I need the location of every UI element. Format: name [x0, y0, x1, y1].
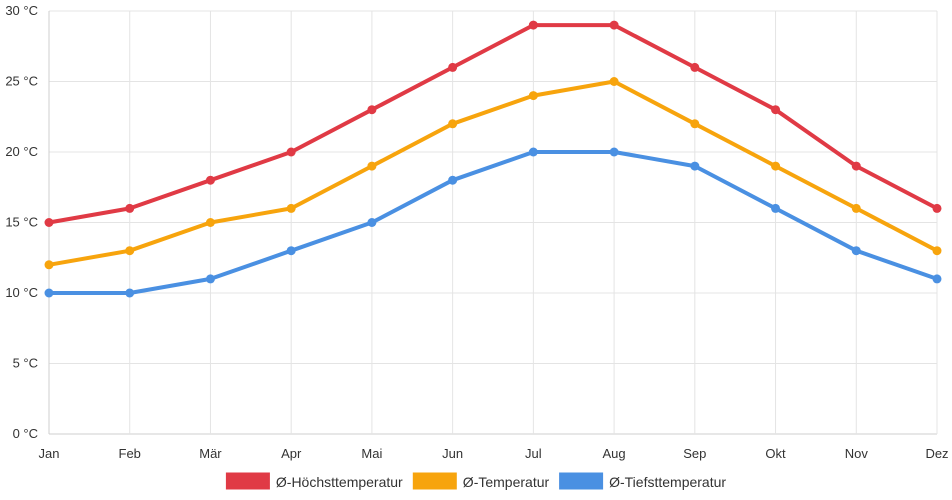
- x-tick-label: Mär: [199, 446, 222, 461]
- data-point[interactable]: [690, 119, 700, 129]
- data-point[interactable]: [205, 274, 215, 284]
- x-tick-label: Jan: [39, 446, 60, 461]
- data-point[interactable]: [367, 105, 377, 115]
- x-tick-label: Jun: [442, 446, 463, 461]
- data-point[interactable]: [286, 203, 296, 213]
- x-tick-label: Aug: [603, 446, 626, 461]
- series-3: [44, 147, 942, 298]
- x-tick-label: Jul: [525, 446, 542, 461]
- data-point[interactable]: [851, 246, 861, 256]
- y-tick-label: 5 °C: [13, 356, 38, 371]
- x-tick-label: Mai: [361, 446, 382, 461]
- y-tick-label: 0 °C: [13, 426, 38, 441]
- data-point[interactable]: [205, 218, 215, 227]
- data-point[interactable]: [448, 175, 458, 185]
- data-point[interactable]: [448, 119, 458, 129]
- y-tick-label: 15 °C: [5, 215, 38, 230]
- legend-item[interactable]: Ø-Temperatur: [412, 472, 550, 491]
- data-point[interactable]: [690, 62, 700, 72]
- y-tick-label: 20 °C: [5, 144, 38, 159]
- legend-label: Ø-Temperatur: [463, 474, 550, 490]
- series-line: [47, 150, 939, 295]
- data-point[interactable]: [448, 62, 458, 72]
- y-tick-label: 10 °C: [5, 285, 38, 300]
- data-point[interactable]: [609, 77, 619, 86]
- data-point[interactable]: [367, 218, 377, 227]
- data-point[interactable]: [125, 288, 135, 298]
- legend-label: Ø-Tiefsttemperatur: [609, 474, 726, 490]
- data-point[interactable]: [932, 246, 942, 256]
- data-point[interactable]: [609, 147, 619, 157]
- series-1: [44, 20, 942, 227]
- x-tick-label: Nov: [845, 446, 869, 461]
- data-point[interactable]: [528, 91, 538, 101]
- grid-layer: [48, 10, 938, 435]
- data-point[interactable]: [851, 203, 861, 213]
- data-point[interactable]: [528, 147, 538, 157]
- legend: Ø-Höchsttemperatur Ø-Temperatur Ø-Tiefstte…: [225, 472, 726, 491]
- data-point[interactable]: [528, 20, 538, 30]
- x-tick-label: Sep: [683, 446, 706, 461]
- series-2: [44, 77, 942, 270]
- data-point[interactable]: [609, 20, 619, 30]
- series-line: [47, 23, 939, 225]
- data-point[interactable]: [286, 246, 296, 256]
- data-point[interactable]: [367, 161, 377, 171]
- data-point[interactable]: [286, 147, 296, 157]
- legend-item[interactable]: Ø-Höchsttemperatur: [225, 472, 403, 491]
- data-point[interactable]: [125, 203, 135, 213]
- legend-swatch: [225, 472, 270, 490]
- data-point[interactable]: [125, 246, 135, 256]
- data-point[interactable]: [44, 288, 54, 298]
- axis-layer: 0 °C 5 °C 10 °C 15 °C 20 °C 25 °C 30 °C Jan Feb M…: [5, 3, 948, 461]
- series-line: [47, 79, 939, 267]
- x-tick-label: Feb: [119, 446, 141, 461]
- data-point[interactable]: [690, 161, 700, 171]
- legend-swatch: [559, 472, 604, 490]
- x-tick-label: Dez: [925, 446, 948, 461]
- legend-swatch: [412, 472, 457, 490]
- legend-item[interactable]: Ø-Tiefsttemperatur: [559, 472, 726, 491]
- data-point[interactable]: [771, 203, 781, 213]
- data-point[interactable]: [44, 218, 54, 227]
- x-tick-label: Okt: [765, 446, 786, 461]
- data-point[interactable]: [932, 203, 942, 213]
- data-point[interactable]: [771, 105, 781, 115]
- y-tick-label: 25 °C: [5, 74, 38, 89]
- data-point[interactable]: [771, 161, 781, 171]
- series-layer: [44, 20, 942, 298]
- data-point[interactable]: [205, 175, 215, 185]
- data-point[interactable]: [932, 274, 942, 284]
- x-tick-label: Apr: [281, 446, 302, 461]
- data-point[interactable]: [44, 260, 54, 270]
- y-tick-label: 30 °C: [5, 3, 38, 18]
- data-point[interactable]: [851, 161, 861, 171]
- legend-label: Ø-Höchsttemperatur: [276, 474, 403, 490]
